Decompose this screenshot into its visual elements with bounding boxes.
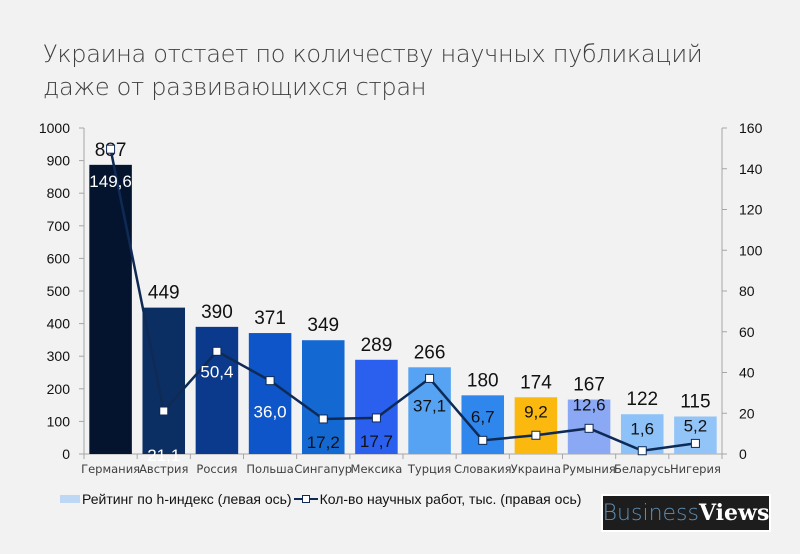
left-axis-tick-label: 800 [47,185,71,201]
chart-title: Украина отстает по количеству научных пу… [43,38,703,104]
bar-value-label: 115 [680,392,710,413]
bar-value-label: 122 [626,389,658,410]
publications-point [106,144,116,154]
bar-Россия [195,326,239,454]
left-axis-tick-label: 900 [47,153,71,169]
right-axis-tick-label: 0 [739,446,747,462]
publications-point [159,406,169,416]
right-axis-tick-label: 120 [739,202,763,218]
x-axis-category-label: Австрия [139,462,188,476]
x-axis-category-label: Сингапур [294,462,352,476]
bar-Австрия [142,307,186,454]
publications-point [584,423,594,433]
x-axis-category-label: Германия [81,462,140,476]
chart-title-line-1: Украина отстает по количеству научных пу… [43,40,703,68]
x-axis-category-label: Нигерия [670,462,721,476]
legend-line-marker-icon [293,493,318,505]
publications-point [637,446,647,456]
line-value-label: 37,1 [413,396,446,415]
publications-point [371,413,381,423]
bar-value-label: 371 [254,308,286,329]
line-value-label: 50,4 [200,362,233,381]
bar-value-label: 349 [307,315,339,336]
legend: Рейтинг по h-индекс (левая ось) Кол-во н… [60,491,581,507]
line-value-label: 6,7 [471,407,495,426]
line-value-label: 149,6 [89,172,132,191]
line-value-label: 17,2 [307,433,340,452]
right-axis-tick-label: 80 [739,283,755,299]
bar-Германия [89,164,132,454]
left-axis-tick-label: 400 [47,316,71,332]
bar-value-label: 289 [361,335,393,356]
left-axis-tick-label: 700 [47,218,71,234]
x-axis-category-label: Польша [246,462,293,476]
brand-logo-part2: Views [698,500,770,526]
bar-value-label: 449 [148,283,180,304]
legend-bar-label: Рейтинг по h-индекс (левая ось) [82,491,292,507]
bar-Украина [514,397,558,454]
x-axis-category-label: Беларусь [614,462,671,476]
legend-bar-swatch [60,495,80,503]
line-value-label: 17,7 [360,432,393,451]
x-axis-category-label: Россия [196,462,237,476]
legend-line-label: Кол-во научных работ, тыс. (правая ось) [319,491,582,507]
publications-point [212,346,222,356]
bar-Польша [248,333,292,454]
left-axis-tick-label: 500 [47,283,71,299]
line-value-label: 1,6 [630,420,654,439]
left-axis-tick-label: 1000 [39,120,70,136]
publications-point [690,438,700,448]
line-value-label: 21,1 [147,446,180,465]
line-value-label: 36,0 [254,403,287,422]
x-axis-category-label: Румыния [562,462,615,476]
left-axis-tick-label: 300 [47,348,71,364]
line-value-label: 9,2 [524,402,548,421]
publications-point [478,435,488,445]
publications-point [265,376,275,386]
x-axis-category-label: Украина [511,462,561,476]
x-axis-category-label: Турция [407,462,451,476]
line-value-label: 5,2 [684,416,708,435]
right-axis-tick-label: 40 [739,365,755,381]
right-axis-tick-label: 140 [739,161,763,177]
chart-title-line-2: даже от развивающихся стран [43,73,427,101]
publications-point [318,414,328,424]
bar-value-label: 266 [414,342,446,363]
left-axis-tick-label: 600 [47,250,71,266]
left-axis-tick-label: 0 [62,446,70,462]
bar-Сингапур [301,340,345,454]
publications-line [109,148,696,453]
bar-value-label: 174 [520,372,552,393]
right-axis-tick-label: 20 [739,405,755,421]
bar-value-label: 180 [467,370,499,391]
left-axis-tick-label: 200 [47,381,71,397]
bar-value-label: 390 [201,302,233,323]
left-axis-tick-label: 100 [47,413,71,429]
publications-point [425,373,435,383]
bar-value-label: 167 [573,375,605,396]
brand-logo-part1: Business [602,500,699,526]
x-axis-category-label: Словакия [454,462,512,476]
right-axis-tick-label: 100 [739,242,763,258]
right-axis-tick-label: 60 [739,324,755,340]
publications-point [531,430,541,440]
right-axis-tick-label: 160 [739,120,763,136]
line-value-label: 12,6 [573,395,606,414]
brand-logo: Business Views [601,494,771,532]
x-axis-category-label: Мексика [351,462,403,476]
